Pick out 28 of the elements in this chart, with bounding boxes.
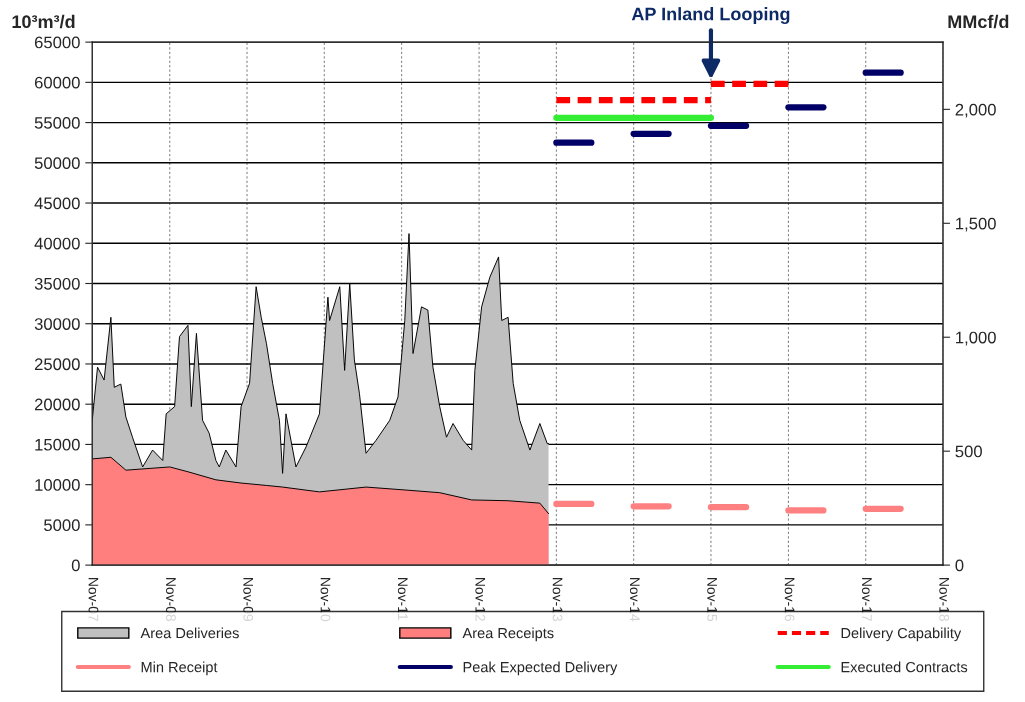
y-axis-title: 10³m³/d (12, 14, 75, 29)
legend-label: Delivery Capability (841, 627, 962, 642)
y-tick-label: 60000 (34, 76, 80, 89)
y2-tick-label: 500 (955, 445, 982, 458)
y2-tick-label: 0 (955, 559, 964, 572)
y-tick-label: 40000 (34, 237, 80, 250)
legend-label: Area Deliveries (140, 627, 239, 639)
y2-tick-label: 1,000 (956, 331, 996, 346)
y2-tick-label: 2,000 (955, 103, 996, 118)
y-tick-label: 30000 (34, 318, 80, 330)
y-tick-label: 10000 (35, 479, 80, 491)
y-tick-label: 15000 (35, 438, 80, 451)
y-tick-label: 5000 (44, 519, 80, 532)
y-tick-label: 65000 (34, 36, 80, 49)
legend-label: Executed Contracts (841, 661, 968, 673)
y-tick-label: 45000 (34, 197, 80, 210)
legend-label: Peak Expected Delivery (463, 661, 618, 676)
legend-label: Min Receipt (141, 661, 218, 676)
y-tick-label: 35000 (34, 277, 80, 290)
annotation: AP Inland Looping (631, 7, 790, 25)
y-tick-label: 55000 (34, 116, 80, 129)
y-tick-label: 25000 (34, 358, 80, 371)
y-tick-label: 20000 (34, 398, 80, 411)
y2-tick-label: 1,500 (956, 217, 996, 232)
y-tick-label: 50000 (34, 157, 80, 170)
y-tick-label: 0 (71, 559, 80, 572)
legend-label: Area Receipts (462, 627, 554, 642)
y2-axis-title: MMcf/d (948, 14, 1009, 29)
